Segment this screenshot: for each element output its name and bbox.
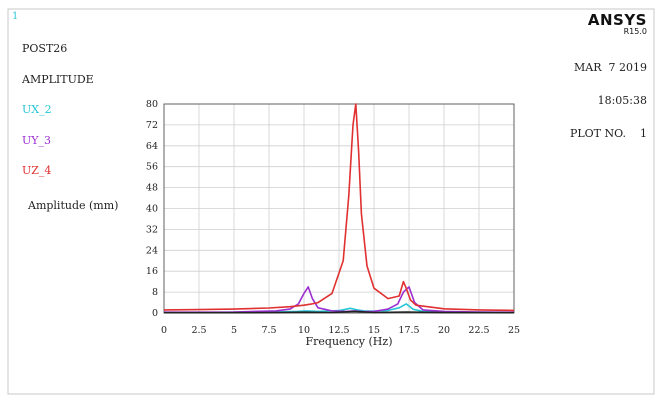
release-version: R15.0	[623, 27, 647, 36]
y-tick-label: 56	[146, 162, 158, 173]
header-left: POST26 AMPLITUDE UX_2 UY_3 UZ_4	[22, 24, 94, 187]
legend-entry-uy3: UY_3	[22, 133, 52, 147]
header-right: MAR 7 2019 18:05:38 PLOT NO. 1	[570, 40, 647, 150]
x-tick-label: 5	[231, 325, 237, 336]
plot-date: MAR 7 2019	[574, 61, 647, 74]
y-axis-label: Amplitude (mm)	[27, 199, 118, 212]
y-tick-label: 48	[146, 183, 158, 194]
series-line-baseline	[164, 310, 515, 314]
x-tick-label: 25	[508, 325, 520, 336]
x-tick-label: 17.5	[398, 325, 419, 336]
series-line-uz_4	[163, 103, 515, 312]
x-tick-label: 12.5	[328, 325, 349, 336]
y-tick-label: 64	[146, 141, 158, 152]
x-tick-label: 0	[161, 325, 167, 336]
y-tick-label: 16	[146, 266, 158, 277]
y-tick-label: 80	[146, 99, 158, 110]
y-tick-label: 0	[152, 308, 158, 319]
x-axis-label: Frequency (Hz)	[306, 335, 393, 348]
plot-time: 18:05:38	[597, 94, 647, 107]
x-tick-label: 2.5	[191, 325, 206, 336]
x-tick-label: 15	[368, 325, 380, 336]
legend-entry-uz4: UZ_4	[22, 164, 52, 177]
y-tick-label: 72	[146, 120, 158, 131]
window-index: 1	[12, 11, 19, 22]
legend-entry-ux2: UX_2	[22, 103, 52, 116]
y-tick-label: 8	[152, 287, 158, 298]
y-tick-label: 24	[146, 245, 158, 256]
program-name: POST26	[22, 42, 68, 55]
plot-number: PLOT NO. 1	[569, 127, 647, 140]
x-tick-label: 10	[298, 325, 310, 336]
quantity-name: AMPLITUDE	[22, 72, 94, 86]
line-chart: 0 2.5 5 7.5 10 12.5 15 17.5 20 22.5 25 0 8 16 24 32 40 48…	[27, 99, 520, 348]
x-tick-label: 7.5	[261, 325, 276, 336]
x-tick-label: 22.5	[468, 325, 489, 336]
y-tick-label: 40	[146, 204, 158, 215]
brand-name: ANSYS	[587, 11, 647, 29]
x-tick-label: 20	[438, 325, 450, 336]
plot-area-border	[163, 103, 515, 314]
ansys-logo: ANSYS R15.0	[587, 11, 647, 37]
y-tick-label: 32	[146, 224, 158, 235]
